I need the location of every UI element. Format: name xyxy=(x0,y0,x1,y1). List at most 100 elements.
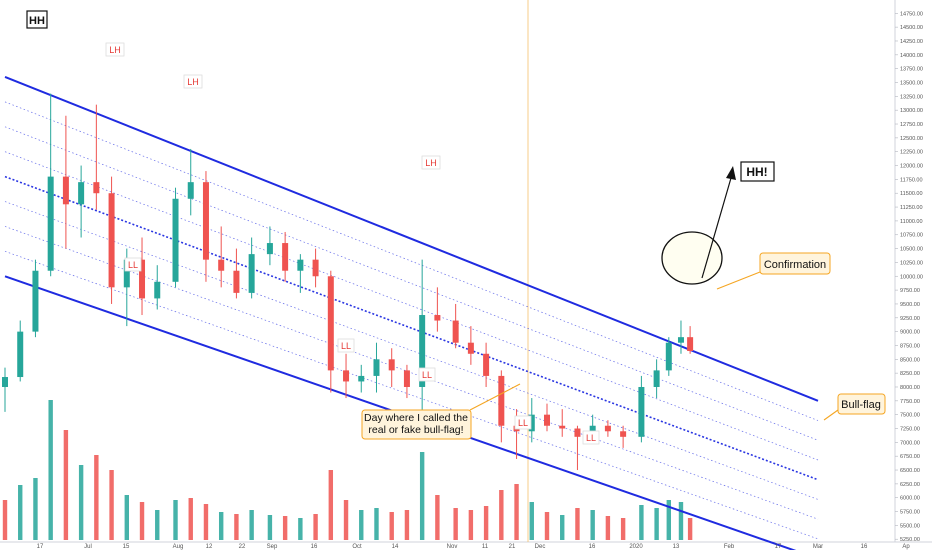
candle-body xyxy=(665,342,672,371)
time-tick-label: Jul xyxy=(84,544,92,550)
time-tick-label: Ap xyxy=(902,544,910,550)
price-tick-label: 6750.00 xyxy=(900,454,920,460)
channel-inner-line xyxy=(4,101,819,421)
candle-body xyxy=(544,414,550,426)
hh-top-box xyxy=(26,10,48,29)
channel-inner-line xyxy=(4,126,819,441)
volume-bar xyxy=(94,455,99,540)
price-tick-label: 12000.00 xyxy=(900,164,923,170)
volume-bar xyxy=(313,514,318,540)
candle-body xyxy=(483,353,490,376)
volume-bar xyxy=(560,515,565,540)
volume-bar xyxy=(544,512,550,540)
volume-layer xyxy=(2,400,693,540)
volume-bar xyxy=(590,510,595,540)
time-tick-label: 11 xyxy=(482,544,489,550)
channel-inner-line xyxy=(4,151,819,461)
volume-bar xyxy=(33,478,38,540)
price-tick-label: 13250.00 xyxy=(900,94,923,100)
candle-body xyxy=(327,276,334,371)
price-tick-label: 6000.00 xyxy=(900,496,920,502)
price-tick-label: 13500.00 xyxy=(900,81,923,87)
time-tick-label: 12 xyxy=(206,544,213,550)
lh-label-3: LH xyxy=(425,158,437,168)
price-tick-label: 14000.00 xyxy=(900,53,923,59)
candle-body xyxy=(604,425,611,432)
volume-bar xyxy=(173,500,178,540)
candle-body xyxy=(187,182,194,199)
time-tick-label: Feb xyxy=(724,544,735,550)
candle-body xyxy=(403,370,410,387)
volume-bar xyxy=(109,470,114,540)
time-tick-label: 16 xyxy=(861,544,868,550)
time-axis-ticks: 17 Jul 15 Aug 12 22 Sep 16 Oct 14 Nov 11 21 Dec 16 2020… xyxy=(37,544,911,550)
candle-body xyxy=(467,342,474,354)
bull-flag-callout-text: Bull-flag xyxy=(841,399,881,411)
price-tick-label: 7250.00 xyxy=(900,427,920,433)
volume-bar xyxy=(188,498,193,540)
price-tick-label: 9500.00 xyxy=(900,302,920,308)
price-tick-label: 5500.00 xyxy=(900,523,920,529)
volume-bar xyxy=(468,510,474,540)
candle-body xyxy=(202,182,209,260)
price-tick-label: 6250.00 xyxy=(900,482,920,488)
candle-body xyxy=(653,370,660,387)
volume-bar xyxy=(499,490,504,540)
ll-label-2: LL xyxy=(341,341,351,351)
candle-body xyxy=(638,386,645,437)
hh-target-box xyxy=(740,161,775,182)
day-call-callout-text: Day where I called the real or fake bull-… xyxy=(364,412,468,436)
time-tick-label: 15 xyxy=(123,544,130,550)
candle-body xyxy=(687,337,694,352)
price-tick-label: 8000.00 xyxy=(900,385,920,391)
price-tick-label: 10000.00 xyxy=(900,274,923,280)
candle-body xyxy=(358,375,365,382)
channel-upper-line xyxy=(4,76,819,402)
price-tick-label: 11250.00 xyxy=(900,205,923,211)
candle-body xyxy=(373,359,380,376)
price-tick-label: 9000.00 xyxy=(900,330,920,336)
price-tick-label: 8250.00 xyxy=(900,371,920,377)
price-tick-label: 10750.00 xyxy=(900,233,923,239)
volume-bar xyxy=(63,430,69,540)
bull-flag-pointer xyxy=(823,409,839,421)
volume-bar xyxy=(218,512,224,540)
volume-bar xyxy=(343,500,349,540)
price-tick-label: 7500.00 xyxy=(900,413,920,419)
candle-body xyxy=(93,182,100,194)
candle-body xyxy=(172,198,179,282)
ll-label-5: LL xyxy=(586,433,596,443)
volume-bar xyxy=(234,514,239,540)
time-tick-label: 16 xyxy=(589,544,596,550)
lh-box-2 xyxy=(183,74,203,89)
volume-bar xyxy=(78,465,84,540)
lh-box-1 xyxy=(105,42,125,57)
volume-bar xyxy=(666,500,671,540)
day-call-callout-line: Day where I called the xyxy=(364,412,468,424)
volume-bar xyxy=(203,504,209,540)
candle-body xyxy=(498,375,505,426)
price-tick-label: 10250.00 xyxy=(900,260,923,266)
volume-bar xyxy=(2,500,8,540)
price-tick-label: 11000.00 xyxy=(900,219,923,225)
candle-body xyxy=(434,315,441,321)
candle-body xyxy=(32,270,39,332)
volume-bar xyxy=(155,510,160,540)
candle-body xyxy=(388,359,395,371)
volume-bar xyxy=(514,484,519,540)
target-arrow-shaft xyxy=(701,177,732,279)
price-tick-label: 9250.00 xyxy=(900,316,920,322)
confirmation-callout-box xyxy=(759,252,831,275)
volume-bar xyxy=(687,518,693,540)
volume-bar xyxy=(359,510,364,540)
price-axis-ticks: 14750.00 14500.00 14250.00 14000.00 13750.00… xyxy=(895,11,923,543)
candle-body xyxy=(312,259,319,277)
ll-label-3: LL xyxy=(422,370,432,380)
price-tick-label: 12250.00 xyxy=(900,150,923,156)
lh-box-3 xyxy=(421,155,441,170)
confirmation-pointer xyxy=(716,271,761,290)
price-tick-label: 8750.00 xyxy=(900,343,920,349)
